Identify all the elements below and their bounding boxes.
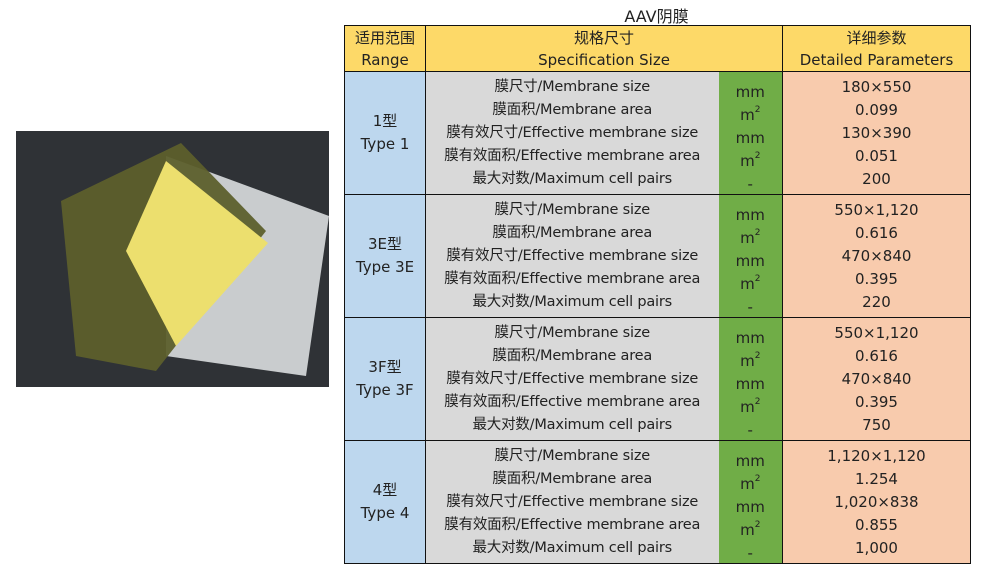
spec-label: 最大对数/Maximum cell pairs <box>472 293 673 310</box>
table-title: AAV阴膜 <box>624 7 689 26</box>
param-value: 470×840 <box>841 246 912 265</box>
range-cn: 4型 <box>372 481 398 499</box>
spec-label: 膜有效面积/Effective membrane area <box>444 393 701 410</box>
range-cn: 3E型 <box>367 235 403 253</box>
type-group-row: 3E型 Type 3E 膜尺寸/Membrane size 膜面积/Membrane … <box>344 194 971 318</box>
membrane-photo <box>16 131 329 387</box>
unit: - <box>747 420 753 439</box>
param-value: 180×550 <box>841 77 912 96</box>
spec-label: 膜有效面积/Effective membrane area <box>444 270 701 287</box>
spec-label: 膜尺寸/Membrane size <box>494 447 651 464</box>
range-cell: 3F型 Type 3F <box>344 317 426 441</box>
param-value: 200 <box>862 169 891 188</box>
range-cn: 3F型 <box>368 358 402 376</box>
param-value: 0.855 <box>855 515 898 534</box>
spec-label: 最大对数/Maximum cell pairs <box>472 170 673 187</box>
unit: m2 <box>740 273 761 293</box>
spec-label: 膜有效尺寸/Effective membrane size <box>446 370 699 387</box>
spec-label: 膜面积/Membrane area <box>492 101 653 118</box>
param-value: 1,020×838 <box>834 492 919 511</box>
unit: m2 <box>740 227 761 247</box>
unit: m2 <box>740 150 761 170</box>
spec-cell: 膜尺寸/Membrane size 膜面积/Membrane area 膜有效尺寸/… <box>425 317 719 441</box>
spec-label: 膜有效尺寸/Effective membrane size <box>446 124 699 141</box>
spec-label: 膜尺寸/Membrane size <box>494 324 651 341</box>
unit: mm <box>735 251 765 270</box>
type-group-row: 3F型 Type 3F 膜尺寸/Membrane size 膜面积/Membrane … <box>344 317 971 441</box>
unit-cell: mm m2 mm m2 - <box>718 71 783 195</box>
range-en: Type 3F <box>356 381 414 399</box>
spec-label: 最大对数/Maximum cell pairs <box>472 539 673 556</box>
spec-label: 膜有效尺寸/Effective membrane size <box>446 247 699 264</box>
unit: m2 <box>740 396 761 416</box>
param-value: 130×390 <box>841 123 912 142</box>
range-en: Type 4 <box>360 504 410 522</box>
unit: mm <box>735 82 765 101</box>
param-value: 1.254 <box>855 469 898 488</box>
spec-cell: 膜尺寸/Membrane size 膜面积/Membrane area 膜有效尺寸/… <box>425 440 719 564</box>
spec-label: 膜有效尺寸/Effective membrane size <box>446 493 699 510</box>
type-group-row: 1型 Type 1 膜尺寸/Membrane size 膜面积/Membrane ar… <box>344 71 971 195</box>
param-value: 0.395 <box>855 392 898 411</box>
param-cell: 1,120×1,120 1.254 1,020×838 0.855 1,000 <box>782 440 971 564</box>
param-cell: 180×550 0.099 130×390 0.051 200 <box>782 71 971 195</box>
unit: mm <box>735 328 765 347</box>
unit: mm <box>735 497 765 516</box>
param-value: 550×1,120 <box>834 323 919 342</box>
param-value: 0.616 <box>855 223 898 242</box>
header-params: 详细参数 Detailed Parameters <box>782 25 971 72</box>
spec-label: 膜面积/Membrane area <box>492 347 653 364</box>
param-value: 220 <box>862 292 891 311</box>
unit: mm <box>735 128 765 147</box>
param-value: 0.395 <box>855 269 898 288</box>
spec-label: 膜面积/Membrane area <box>492 224 653 241</box>
spec-label: 膜面积/Membrane area <box>492 470 653 487</box>
header-range: 适用范围 Range <box>344 25 426 72</box>
unit: mm <box>735 451 765 470</box>
param-value: 470×840 <box>841 369 912 388</box>
range-cell: 1型 Type 1 <box>344 71 426 195</box>
range-en: Type 1 <box>360 135 410 153</box>
param-cell: 550×1,120 0.616 470×840 0.395 220 <box>782 194 971 318</box>
param-value: 1,000 <box>855 538 898 557</box>
spec-table: 适用范围 Range 规格尺寸 Specification Size 详细参数 Det… <box>344 25 971 564</box>
unit: mm <box>735 374 765 393</box>
param-cell: 550×1,120 0.616 470×840 0.395 750 <box>782 317 971 441</box>
spec-label: 膜尺寸/Membrane size <box>494 201 651 218</box>
unit: m2 <box>740 519 761 539</box>
param-value: 750 <box>862 415 891 434</box>
spec-cell: 膜尺寸/Membrane size 膜面积/Membrane area 膜有效尺寸/… <box>425 71 719 195</box>
type-group-row: 4型 Type 4 膜尺寸/Membrane size 膜面积/Membrane ar… <box>344 440 971 564</box>
unit: - <box>747 297 753 316</box>
param-value: 0.099 <box>855 100 898 119</box>
unit: m2 <box>740 104 761 124</box>
spec-label: 膜尺寸/Membrane size <box>494 78 651 95</box>
unit: m2 <box>740 350 761 370</box>
range-cn: 1型 <box>372 112 398 130</box>
param-value: 550×1,120 <box>834 200 919 219</box>
unit: m2 <box>740 473 761 493</box>
unit-cell: mm m2 mm m2 - <box>718 317 783 441</box>
unit: - <box>747 543 753 562</box>
header-row: 适用范围 Range 规格尺寸 Specification Size 详细参数 Det… <box>344 25 971 72</box>
range-cell: 3E型 Type 3E <box>344 194 426 318</box>
unit: mm <box>735 205 765 224</box>
range-en: Type 3E <box>355 258 415 276</box>
spec-cell: 膜尺寸/Membrane size 膜面积/Membrane area 膜有效尺寸/… <box>425 194 719 318</box>
header-spec: 规格尺寸 Specification Size <box>425 25 783 72</box>
param-value: 1,120×1,120 <box>827 446 926 465</box>
param-value: 0.051 <box>855 146 898 165</box>
spec-label: 最大对数/Maximum cell pairs <box>472 416 673 433</box>
unit-cell: mm m2 mm m2 - <box>718 440 783 564</box>
param-value: 0.616 <box>855 346 898 365</box>
range-cell: 4型 Type 4 <box>344 440 426 564</box>
unit: - <box>747 174 753 193</box>
spec-label: 膜有效面积/Effective membrane area <box>444 147 701 164</box>
spec-label: 膜有效面积/Effective membrane area <box>444 516 701 533</box>
unit-cell: mm m2 mm m2 - <box>718 194 783 318</box>
